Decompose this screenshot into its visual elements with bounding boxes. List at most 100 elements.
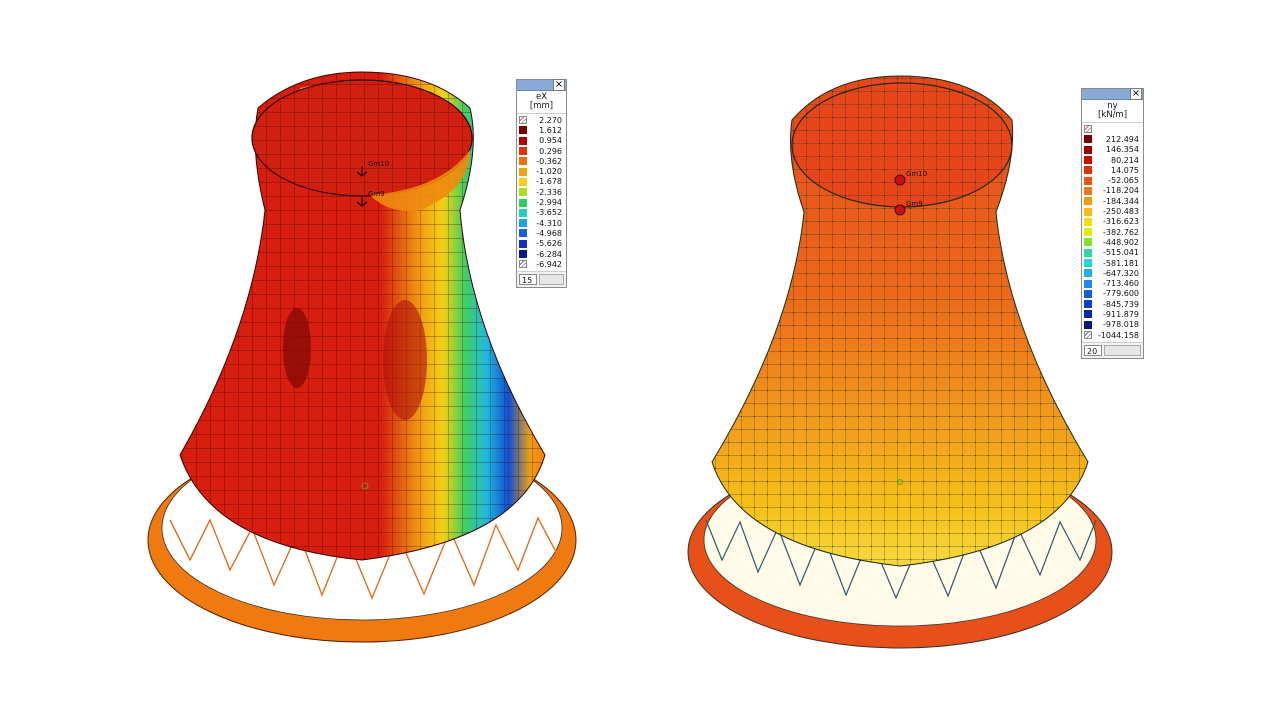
legend-value: -978.018	[1103, 320, 1139, 330]
legend-row: -1.678	[519, 177, 564, 187]
close-icon[interactable]: ×	[553, 79, 565, 91]
right-node-label-mid: Gm9	[906, 200, 923, 208]
left-node-label-top: Gm10	[368, 160, 390, 168]
legend-row: -5.626	[519, 239, 564, 249]
legend-value: -5.626	[536, 239, 562, 249]
legend-swatch	[1084, 279, 1092, 288]
legend-value: -515.041	[1103, 248, 1139, 258]
legend-steps-field[interactable]: 20	[1084, 345, 1102, 357]
legend-value: -1044.158	[1097, 330, 1139, 340]
legend-value: -184.344	[1103, 196, 1139, 206]
legend-row: -911.879	[1084, 309, 1141, 319]
right-support-columns	[705, 519, 1097, 600]
right-node-markers	[894, 174, 906, 216]
legend-value: 0.296	[539, 146, 562, 156]
legend-steps-field[interactable]: 15	[519, 274, 537, 286]
legend-swatch	[1084, 310, 1092, 319]
legend-row: -779.600	[1084, 289, 1141, 299]
legend-value: 14.075	[1111, 165, 1139, 175]
legend-row: -2.994	[519, 197, 564, 207]
legend-row: -448.902	[1084, 237, 1141, 247]
legend-row: -3.652	[519, 208, 564, 218]
legend-swatch	[519, 116, 527, 125]
legend-swatch	[1084, 166, 1092, 175]
legend-swatch	[1084, 300, 1092, 309]
legend-value: -382.762	[1103, 227, 1139, 237]
legend-swatch	[1084, 197, 1092, 206]
legend-swatch	[519, 250, 527, 258]
left-tower-model	[147, 71, 577, 643]
legend-row: -515.041	[1084, 248, 1141, 258]
legend-value: -779.600	[1103, 289, 1139, 299]
legend-value: 2.270	[539, 115, 562, 125]
legend-value: -4.968	[536, 228, 562, 238]
legend-value: -2.994	[536, 198, 562, 208]
legend-unit: [kN/m]	[1097, 110, 1128, 120]
legend-value: -1.678	[536, 177, 562, 187]
legend-row: -118.204	[1084, 186, 1141, 196]
right-tower-model	[687, 75, 1113, 649]
legend-value: 1.612	[539, 125, 562, 135]
legend-value: -0.362	[536, 156, 562, 166]
legend-value: -647.320	[1103, 268, 1139, 278]
legend-swatch	[1084, 259, 1092, 267]
legend-swatch	[519, 157, 527, 166]
legend-value: -316.623	[1103, 217, 1139, 227]
legend-scale: 2.270 1.612 0.954 0.296 -0.362 -1.020 -1.678 -2…	[517, 114, 566, 272]
legend-row: -581.181	[1084, 258, 1141, 268]
legend-row: -1044.158	[1084, 330, 1141, 340]
close-icon[interactable]: ×	[1130, 88, 1142, 100]
legend-value: -448.902	[1103, 237, 1139, 247]
legend-value: -52.065	[1108, 176, 1139, 186]
legend-row: 2.270	[519, 115, 564, 125]
legend-swatch	[519, 229, 527, 238]
legend-swatch	[519, 167, 527, 176]
legend-row: -52.065	[1084, 175, 1141, 185]
legend-row: -647.320	[1084, 268, 1141, 278]
left-node-markers	[356, 166, 368, 207]
legend-panel-right[interactable]: × ny [kN/m] 212.494 146.354 80.214 14.075 -5…	[1081, 88, 1144, 360]
legend-swatch	[519, 188, 527, 197]
legend-value: 0.954	[539, 136, 562, 146]
legend-value: -911.879	[1103, 309, 1139, 319]
legend-swatch	[519, 147, 527, 156]
legend-swatch	[1084, 145, 1092, 154]
legend-row: 0.954	[519, 136, 564, 146]
legend-value: 80.214	[1111, 155, 1139, 165]
legend-titlebar[interactable]: ×	[1082, 88, 1143, 100]
legend-swatch	[1084, 269, 1092, 278]
legend-swatch	[1084, 125, 1092, 134]
legend-value: -845.739	[1103, 299, 1139, 309]
legend-value: -3.652	[536, 208, 562, 218]
legend-swatch	[1084, 207, 1092, 216]
legend-value: 212.494	[1105, 134, 1139, 144]
legend-steps-slider[interactable]	[539, 274, 564, 286]
legend-row: -1.020	[519, 166, 564, 176]
legend-row: 0.296	[519, 146, 564, 156]
legend-row: -4.310	[519, 218, 564, 228]
legend-unit: [mm]	[529, 101, 554, 111]
legend-swatch	[1084, 320, 1092, 329]
legend-value: -250.483	[1103, 207, 1139, 217]
legend-value: -6.284	[536, 249, 562, 259]
legend-swatch	[1084, 228, 1092, 237]
legend-row: -382.762	[1084, 227, 1141, 237]
left-node-label-mid: Gm9	[368, 190, 385, 198]
legend-value: -4.310	[536, 218, 562, 228]
legend-value: -1.020	[536, 167, 562, 177]
legend-row: -4.968	[519, 228, 564, 238]
legend-swatch	[1084, 248, 1092, 257]
legend-row: -316.623	[1084, 217, 1141, 227]
legend-title: eX [mm]	[517, 91, 566, 114]
legend-swatch	[519, 136, 527, 145]
legend-steps-slider[interactable]	[1104, 345, 1141, 357]
legend-row: -845.739	[1084, 299, 1141, 309]
legend-row: 212.494	[1084, 134, 1141, 144]
legend-titlebar[interactable]: ×	[517, 79, 566, 91]
legend-panel-left[interactable]: × eX [mm] 2.270 1.612 0.954 0.296 -0.362 -1.0…	[516, 79, 567, 289]
legend-row: 80.214	[1084, 155, 1141, 165]
legend-row	[1084, 124, 1141, 134]
legend-row: 1.612	[519, 125, 564, 135]
legend-value: 146.354	[1105, 145, 1139, 155]
